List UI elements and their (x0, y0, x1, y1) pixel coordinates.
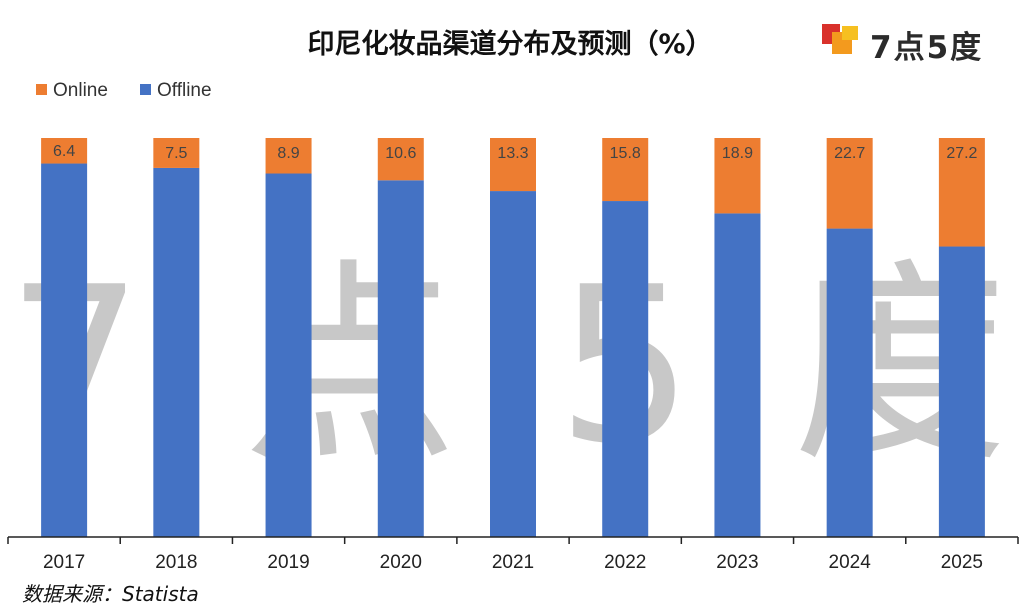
brand-logo: 7点5度 (820, 20, 1000, 66)
bar-offline (490, 191, 536, 537)
data-label-online: 18.9 (722, 145, 753, 162)
brand-logo-text: 7点5度 (870, 30, 984, 66)
bar-offline (377, 180, 424, 537)
data-label-online: 13.3 (497, 145, 528, 162)
bar-offline (265, 173, 312, 538)
data-label-online: 7.5 (165, 145, 187, 162)
bar-online (602, 138, 649, 202)
data-label-online: 27.2 (946, 145, 977, 162)
x-tick-label: 2024 (829, 552, 872, 573)
legend-swatch-offline (140, 84, 151, 95)
x-tick-label: 2018 (155, 552, 197, 573)
brand-logo-icon (822, 24, 858, 54)
legend-label-offline: Offline (157, 80, 212, 101)
bar-online (41, 138, 88, 164)
bar-online (153, 138, 200, 168)
data-label-online: 22.7 (834, 145, 865, 162)
data-label-online: 6.4 (53, 143, 75, 160)
x-tick-label: 2023 (716, 552, 758, 573)
data-label-online: 8.9 (277, 145, 299, 162)
bar-offline (938, 246, 985, 537)
bar-online (490, 138, 536, 192)
bar-offline (714, 213, 761, 537)
x-tick-label: 2025 (941, 552, 983, 573)
x-tick-label: 2020 (380, 552, 422, 573)
legend-swatch-online (36, 84, 47, 95)
legend-item-online: Online (36, 80, 108, 102)
chart-title: 印尼化妆品渠道分布及预测（%） (307, 29, 713, 60)
bar-offline (41, 163, 88, 537)
bar-offline (826, 228, 873, 537)
bar-online (377, 138, 424, 181)
bar-online (938, 138, 985, 247)
x-tick-label: 2017 (43, 552, 85, 573)
legend-label-online: Online (53, 80, 108, 101)
data-label-online: 15.8 (610, 145, 641, 162)
x-tick-label: 2019 (267, 552, 309, 573)
x-tick-label: 2022 (604, 552, 646, 573)
bar-offline (153, 167, 200, 538)
bar-online (826, 138, 873, 229)
bar-online (265, 138, 312, 174)
data-label-online: 10.6 (385, 145, 416, 162)
data-source-note: 数据来源：Statista (22, 582, 199, 606)
bar-online (714, 138, 761, 214)
x-tick-label: 2021 (492, 552, 534, 573)
bar-offline (602, 201, 649, 538)
legend-item-offline: Offline (140, 80, 212, 102)
